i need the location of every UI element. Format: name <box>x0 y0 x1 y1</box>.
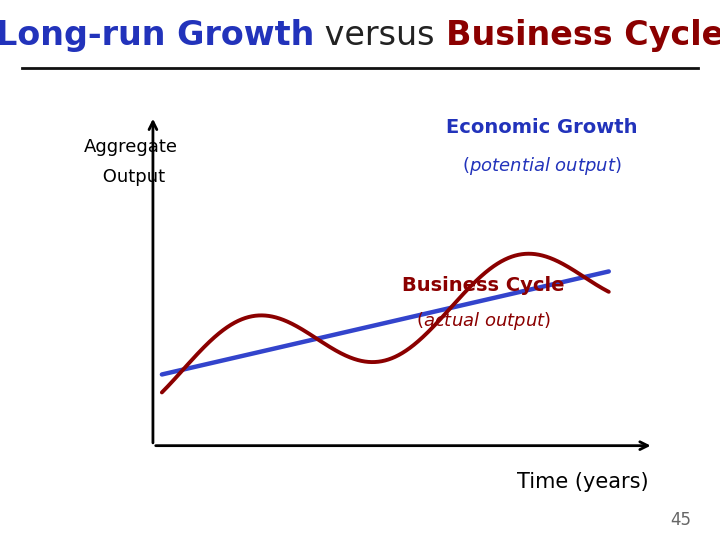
Text: Long-run Growth: Long-run Growth <box>0 19 315 52</box>
Text: Economic Growth: Economic Growth <box>446 118 637 137</box>
Text: Aggregate: Aggregate <box>84 138 178 157</box>
Text: Time (years): Time (years) <box>518 472 649 492</box>
Text: Business Cycle: Business Cycle <box>402 275 565 295</box>
Text: 45: 45 <box>670 511 691 529</box>
Text: ($\it{potential\ output}$): ($\it{potential\ output}$) <box>462 156 621 177</box>
Text: versus: versus <box>315 19 446 52</box>
Text: Output: Output <box>96 168 165 186</box>
Text: ($\it{actual\ output}$): ($\it{actual\ output}$) <box>416 310 552 332</box>
Text: Business Cycle: Business Cycle <box>446 19 720 52</box>
